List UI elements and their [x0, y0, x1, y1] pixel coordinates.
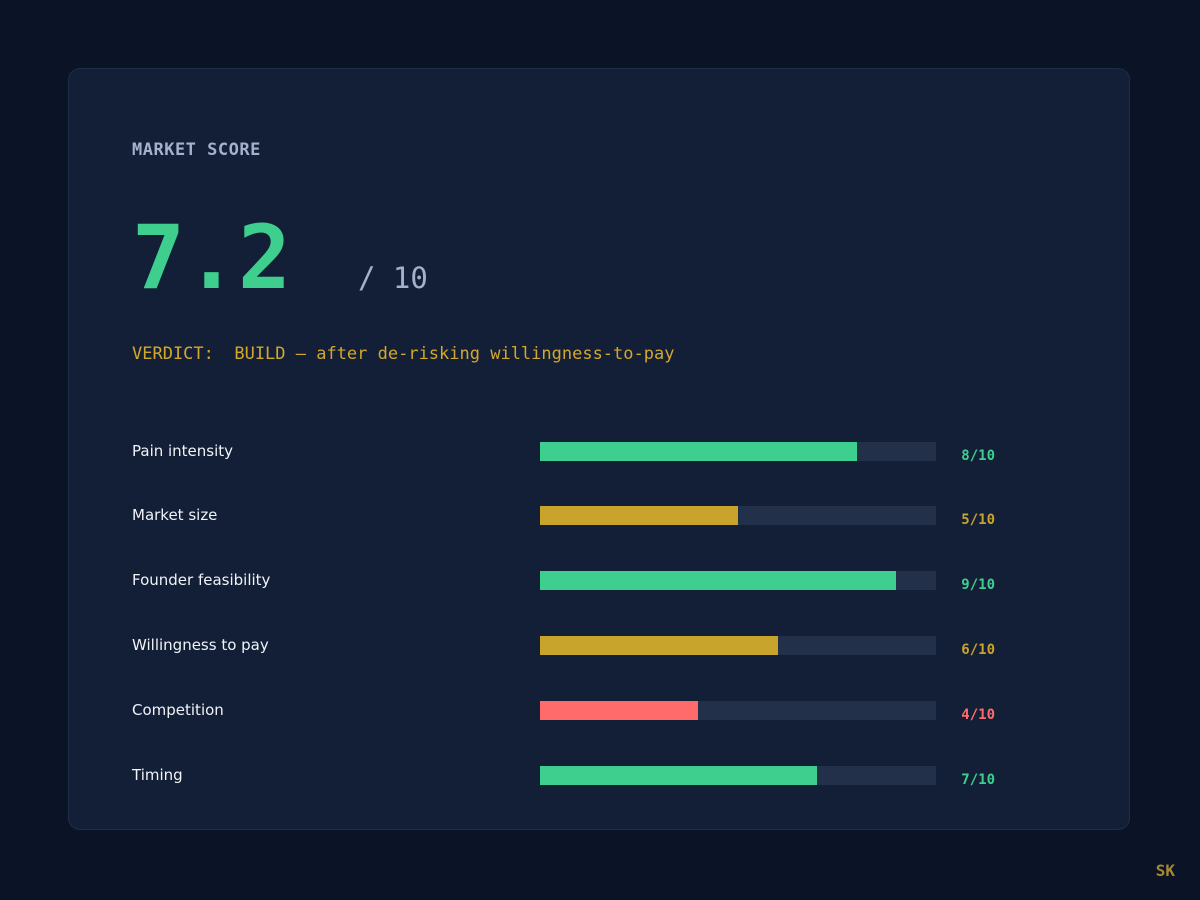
bar-track: [540, 442, 936, 461]
row-value: 9/10: [961, 577, 995, 593]
overall-score: 7.2: [132, 206, 291, 309]
row-label: Founder feasibility: [132, 571, 271, 589]
row-label: Willingness to pay: [132, 636, 269, 654]
bar-track: [540, 701, 936, 720]
row-label: Market size: [132, 506, 218, 524]
bar-track: [540, 636, 936, 655]
row-value: 7/10: [961, 772, 995, 788]
bar-track: [540, 766, 936, 785]
bar-track: [540, 571, 936, 590]
bar-fill: [540, 766, 818, 785]
row-value: 6/10: [961, 642, 995, 658]
bar-fill: [540, 636, 778, 655]
section-eyebrow: MARKET SCORE: [132, 140, 261, 160]
bar-fill: [540, 506, 738, 525]
bar-fill: [540, 571, 897, 590]
bar-fill: [540, 442, 857, 461]
row-label: Timing: [132, 766, 183, 784]
row-label: Pain intensity: [132, 442, 234, 460]
row-value: 5/10: [961, 512, 995, 528]
row-value: 8/10: [961, 448, 995, 464]
score-max: / 10: [358, 261, 428, 295]
bar-track: [540, 506, 936, 525]
row-label: Competition: [132, 701, 224, 719]
row-value: 4/10: [961, 707, 995, 723]
brand-badge: SK: [1155, 861, 1175, 880]
bar-fill: [540, 701, 699, 720]
verdict-text: VERDICT: BUILD — after de-risking willin…: [132, 344, 675, 364]
